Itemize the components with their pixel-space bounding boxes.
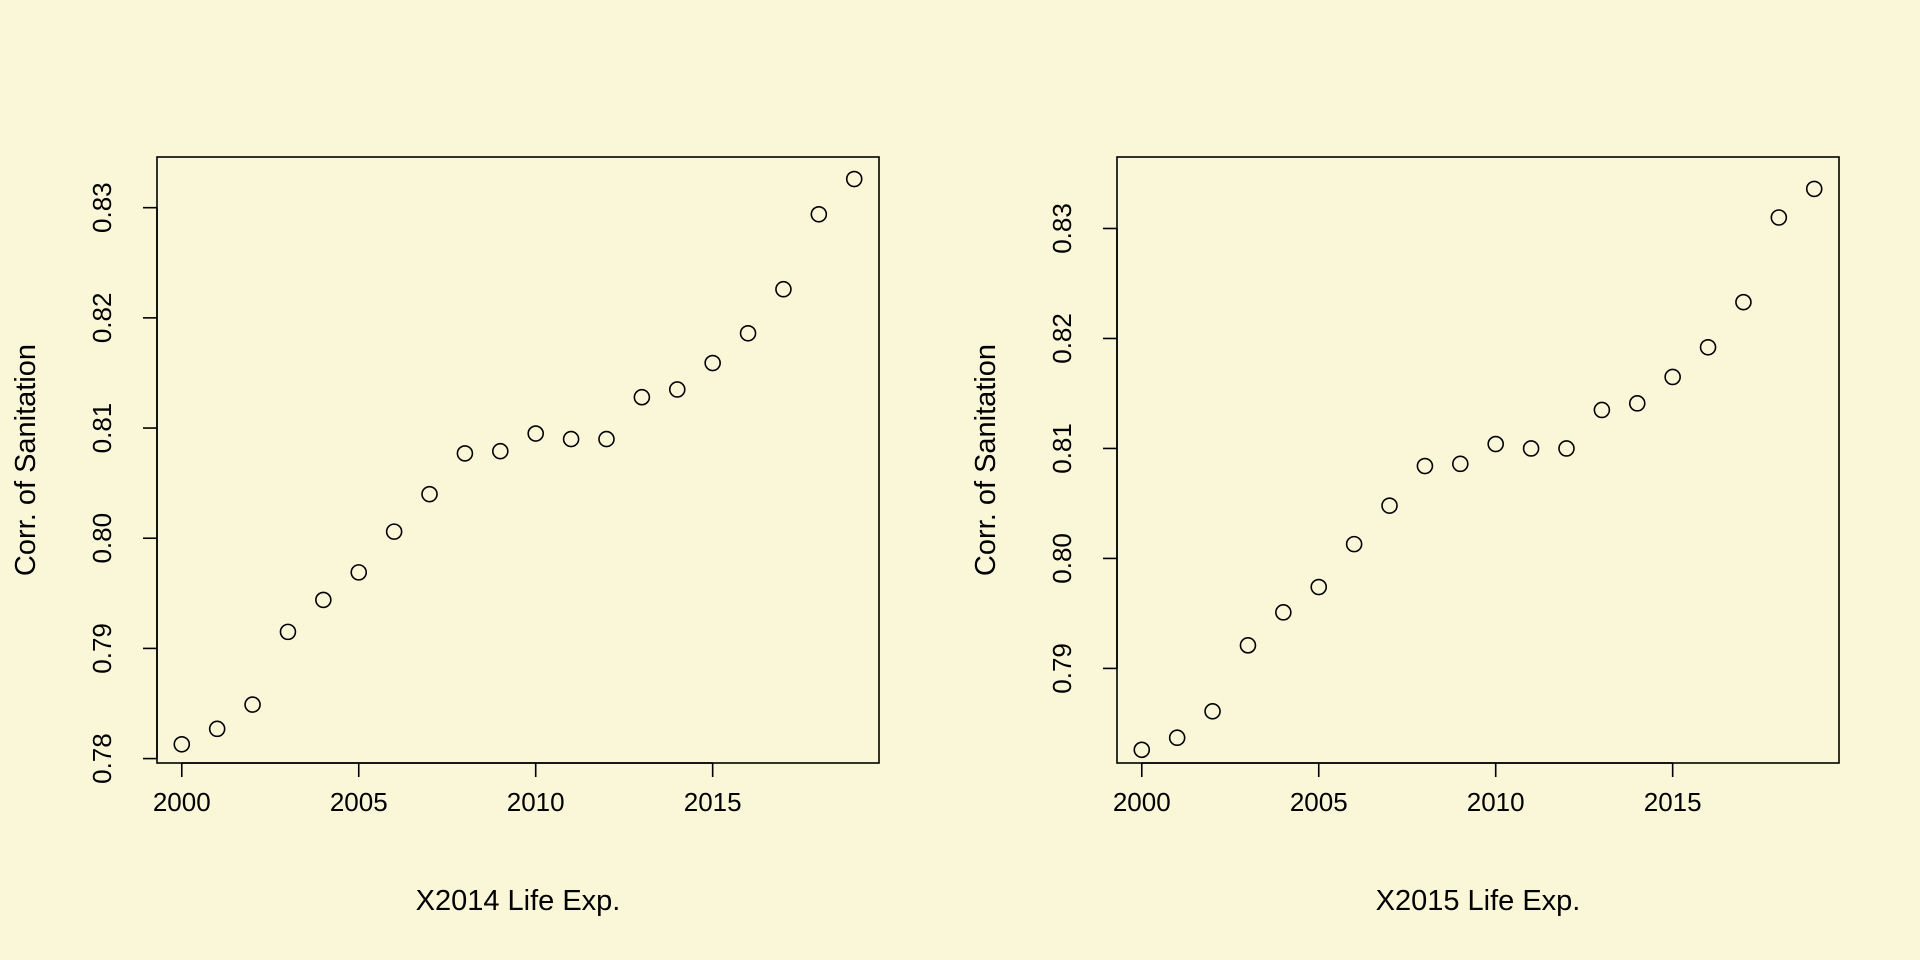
y-tick-label: 0.78 bbox=[87, 733, 117, 784]
data-point bbox=[492, 442, 509, 460]
data-point bbox=[775, 280, 792, 298]
data-point bbox=[173, 735, 191, 753]
data-point bbox=[1452, 455, 1469, 473]
data-point bbox=[1381, 497, 1398, 514]
data-point bbox=[739, 324, 757, 342]
data-point bbox=[1239, 637, 1257, 654]
x-axis-label: X2014 Life Exp. bbox=[416, 885, 621, 917]
y-axis: 0.79 0.80 0.81 0.82 0.83 bbox=[1047, 203, 1118, 694]
x-axis: 2000 2005 2010 2015 bbox=[153, 762, 742, 817]
data-point bbox=[1168, 729, 1186, 747]
data-point bbox=[315, 591, 332, 609]
y-tick-label: 0.81 bbox=[87, 403, 117, 454]
data-point bbox=[527, 425, 544, 442]
x-axis: 2000 2005 2010 2015 bbox=[1113, 762, 1702, 817]
data-point bbox=[562, 430, 580, 448]
data-point bbox=[279, 623, 297, 641]
data-point bbox=[598, 430, 615, 448]
data-point bbox=[1558, 440, 1575, 457]
data-point bbox=[1487, 435, 1504, 453]
y-axis-label: Corr. of Sanitation bbox=[970, 344, 1002, 576]
x-tick-label: 2000 bbox=[1113, 787, 1171, 817]
data-point bbox=[633, 388, 651, 406]
data-point bbox=[244, 696, 261, 713]
data-point bbox=[704, 354, 721, 372]
data-point bbox=[1522, 440, 1540, 457]
data-point bbox=[1699, 338, 1717, 356]
data-point bbox=[668, 381, 686, 398]
x-tick-label: 2015 bbox=[1644, 787, 1702, 817]
x-tick-label: 2005 bbox=[330, 787, 388, 817]
data-point bbox=[1805, 180, 1823, 198]
y-tick-label: 0.80 bbox=[1047, 533, 1077, 584]
data-point bbox=[1416, 457, 1434, 475]
data-point bbox=[350, 564, 368, 581]
data-point bbox=[208, 720, 226, 738]
data-point bbox=[1628, 395, 1646, 412]
data-point bbox=[1735, 293, 1752, 311]
chart-panel-2: 2000 2005 2010 2015 0.79 0.80 0.81 0.82 0.83 X2… bbox=[970, 156, 1840, 917]
y-tick-label: 0.82 bbox=[1047, 313, 1077, 364]
y-tick-label: 0.82 bbox=[87, 293, 117, 344]
y-axis-label: Corr. of Sanitation bbox=[10, 344, 42, 576]
data-points bbox=[1133, 180, 1823, 759]
data-point bbox=[1345, 535, 1363, 553]
data-point bbox=[421, 485, 438, 503]
x-axis-label: X2015 Life Exp. bbox=[1376, 885, 1581, 917]
data-point bbox=[1770, 209, 1788, 226]
x-tick-label: 2010 bbox=[1467, 787, 1525, 817]
data-point bbox=[1593, 401, 1611, 419]
y-tick-label: 0.80 bbox=[87, 513, 117, 564]
y-axis: 0.78 0.79 0.80 0.81 0.82 0.83 bbox=[87, 182, 158, 784]
y-tick-label: 0.83 bbox=[87, 182, 117, 233]
data-point bbox=[1133, 741, 1151, 759]
data-point bbox=[385, 523, 403, 540]
y-tick-label: 0.79 bbox=[1047, 643, 1077, 694]
data-point bbox=[810, 205, 828, 223]
data-point bbox=[845, 170, 863, 188]
x-tick-label: 2015 bbox=[684, 787, 742, 817]
x-tick-label: 2010 bbox=[507, 787, 565, 817]
data-point bbox=[456, 445, 474, 462]
x-tick-label: 2005 bbox=[1290, 787, 1348, 817]
chart-panel-1: 2000 2005 2010 2015 0.78 0.79 0.80 0.81 0.82 0.8… bbox=[10, 156, 880, 917]
data-point bbox=[1310, 578, 1328, 596]
data-points bbox=[173, 170, 863, 753]
data-point bbox=[1275, 604, 1292, 621]
y-tick-label: 0.83 bbox=[1047, 203, 1077, 254]
y-tick-label: 0.79 bbox=[87, 623, 117, 674]
data-point bbox=[1204, 703, 1221, 720]
y-tick-label: 0.81 bbox=[1047, 423, 1077, 474]
x-tick-label: 2000 bbox=[153, 787, 211, 817]
data-point bbox=[1664, 368, 1681, 386]
